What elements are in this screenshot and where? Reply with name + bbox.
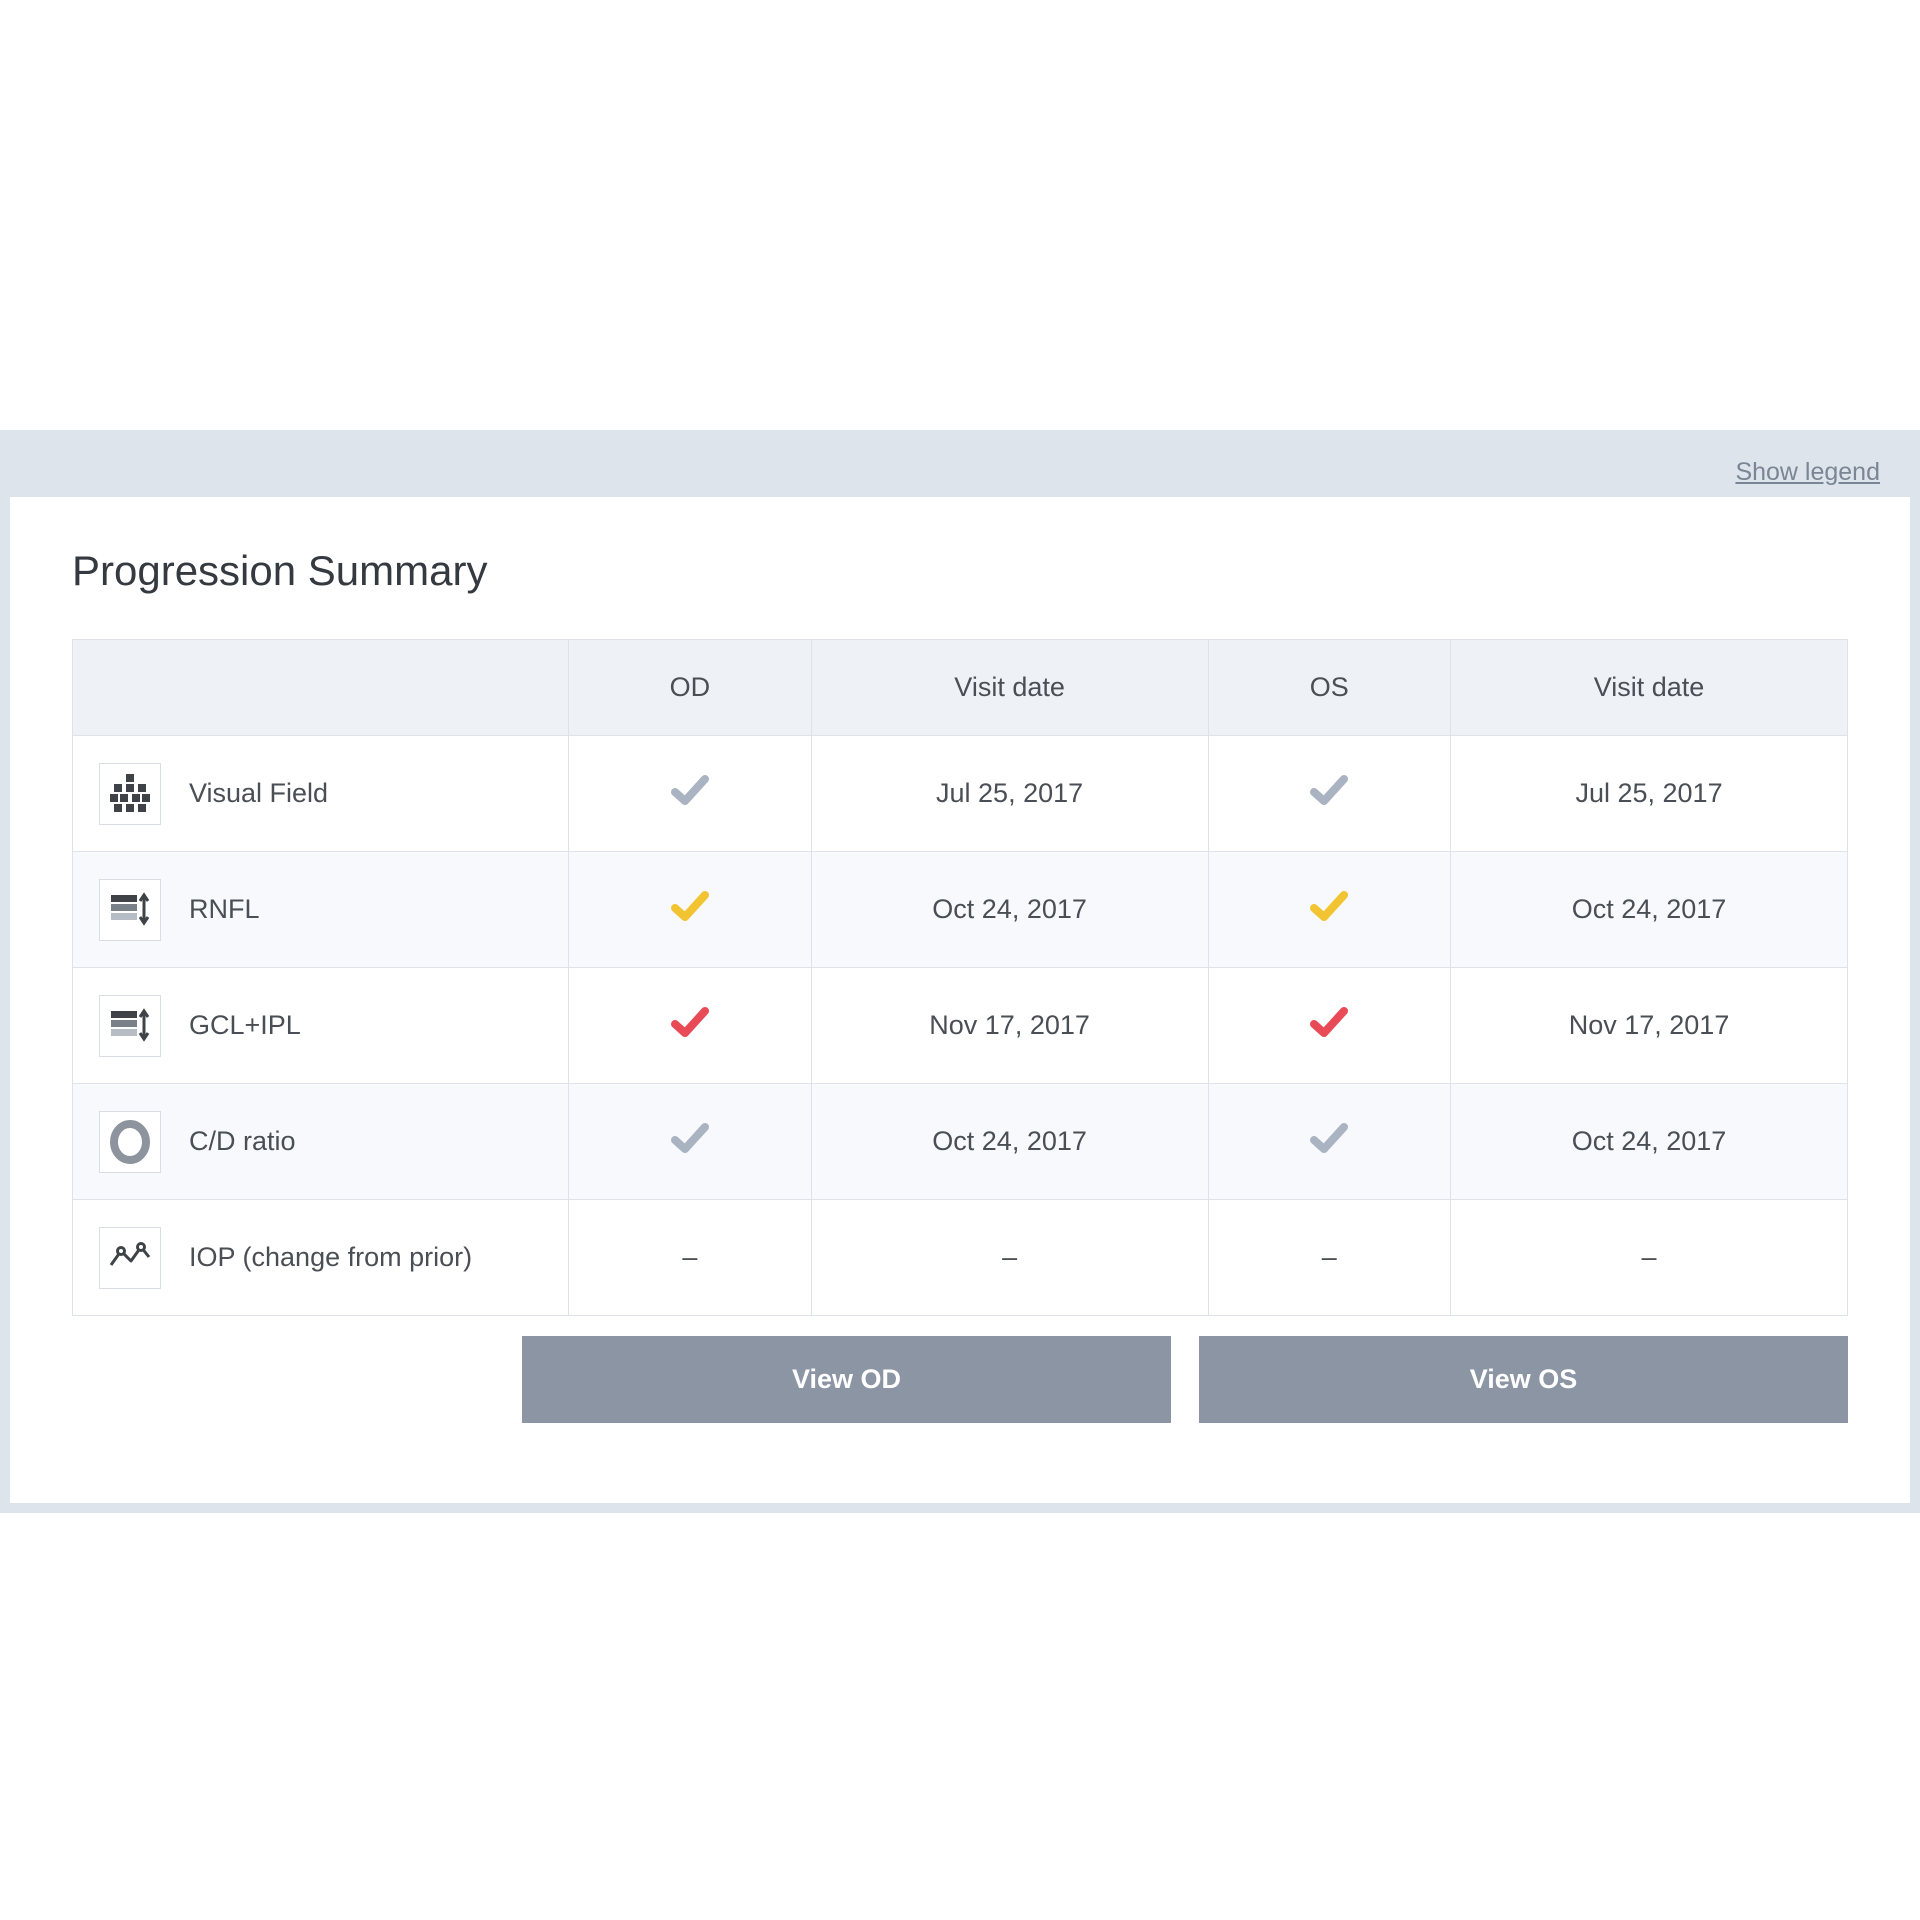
legend-bar: Show legend — [10, 440, 1910, 497]
vf-icon — [99, 763, 161, 825]
od-date-cell: Nov 17, 2017 — [811, 968, 1208, 1084]
table-header-row: OD Visit date OS Visit date — [73, 640, 1848, 736]
row-label-text: IOP (change from prior) — [189, 1242, 472, 1273]
row-label-cell: Visual Field — [73, 736, 569, 852]
status-check-icon — [1306, 1137, 1352, 1167]
row-label-cell: C/D ratio — [73, 1084, 569, 1200]
panel-title: Progression Summary — [72, 547, 1848, 595]
progression-table: OD Visit date OS Visit date Visual Field… — [72, 639, 1848, 1316]
row-label-text: RNFL — [189, 894, 260, 925]
os-status-cell — [1208, 968, 1451, 1084]
col-od: OD — [569, 640, 812, 736]
os-status-cell — [1208, 736, 1451, 852]
view-os-button[interactable]: View OS — [1199, 1336, 1848, 1423]
row-label-cell: RNFL — [73, 852, 569, 968]
os-date-cell: – — [1451, 1200, 1848, 1316]
progression-panel: Progression Summary OD Visit date OS Vis… — [10, 497, 1910, 1503]
os-status-cell — [1208, 1084, 1451, 1200]
row-label-cell: GCL+IPL — [73, 968, 569, 1084]
od-date-cell: Oct 24, 2017 — [811, 852, 1208, 968]
od-date-cell: Jul 25, 2017 — [811, 736, 1208, 852]
table-row: RNFL Oct 24, 2017 Oct 24, 2017 — [73, 852, 1848, 968]
status-check-icon — [1306, 905, 1352, 935]
os-date-cell: Nov 17, 2017 — [1451, 968, 1848, 1084]
status-none: – — [682, 1242, 697, 1272]
row-label-text: GCL+IPL — [189, 1010, 301, 1041]
od-status-cell — [569, 1084, 812, 1200]
status-check-icon — [667, 905, 713, 935]
table-row: GCL+IPL Nov 17, 2017 Nov 17, 2017 — [73, 968, 1848, 1084]
table-row: IOP (change from prior) – – – – — [73, 1200, 1848, 1316]
od-date-cell: Oct 24, 2017 — [811, 1084, 1208, 1200]
od-status-cell — [569, 736, 812, 852]
os-status-cell: – — [1208, 1200, 1451, 1316]
status-check-icon — [667, 1137, 713, 1167]
col-visit1: Visit date — [811, 640, 1208, 736]
table-row: C/D ratio Oct 24, 2017 Oct 24, 2017 — [73, 1084, 1848, 1200]
rnfl-icon — [99, 879, 161, 941]
od-status-cell — [569, 968, 812, 1084]
button-row: View OD View OS — [72, 1336, 1848, 1423]
iop-icon — [99, 1227, 161, 1289]
gcl-icon — [99, 995, 161, 1057]
table-row: Visual Field Jul 25, 2017 Jul 25, 2017 — [73, 736, 1848, 852]
od-status-cell — [569, 852, 812, 968]
col-os: OS — [1208, 640, 1451, 736]
status-none: – — [1322, 1242, 1337, 1272]
cd-icon — [99, 1111, 161, 1173]
os-date-cell: Oct 24, 2017 — [1451, 852, 1848, 968]
show-legend-link[interactable]: Show legend — [1735, 458, 1880, 486]
row-label-text: C/D ratio — [189, 1126, 296, 1157]
os-status-cell — [1208, 852, 1451, 968]
status-check-icon — [1306, 789, 1352, 819]
status-check-icon — [667, 789, 713, 819]
os-date-cell: Jul 25, 2017 — [1451, 736, 1848, 852]
status-check-icon — [1306, 1021, 1352, 1051]
od-status-cell: – — [569, 1200, 812, 1316]
col-blank — [73, 640, 569, 736]
col-visit2: Visit date — [1451, 640, 1848, 736]
view-od-button[interactable]: View OD — [522, 1336, 1171, 1423]
summary-outer: Show legend Progression Summary OD Visit… — [0, 430, 1920, 1513]
os-date-cell: Oct 24, 2017 — [1451, 1084, 1848, 1200]
row-label-text: Visual Field — [189, 778, 328, 809]
od-date-cell: – — [811, 1200, 1208, 1316]
row-label-cell: IOP (change from prior) — [73, 1200, 569, 1316]
status-check-icon — [667, 1021, 713, 1051]
